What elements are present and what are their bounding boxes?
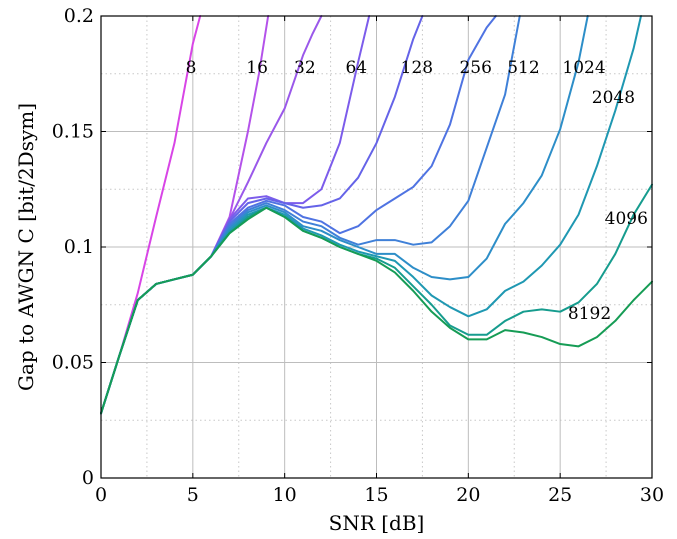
series-label-4096: 4096	[605, 209, 648, 229]
series-line-8192	[100, 206, 653, 415]
y-tick-label: 0.1	[64, 236, 94, 258]
x-axis-label: SNR [dB]	[329, 511, 425, 535]
series-lines	[100, 15, 653, 415]
series-label-64: 64	[345, 58, 367, 78]
x-tick-label: 25	[548, 484, 572, 506]
x-tick-label: 30	[640, 484, 664, 506]
y-axis-label: Gap to AWGN C [bit/2Dsym]	[14, 103, 38, 391]
series-label-512: 512	[507, 58, 539, 78]
y-tick-label: 0.05	[52, 352, 94, 374]
x-tick-label: 0	[95, 484, 107, 506]
y-tick-labels: 0 0.05 0.1 0.15 0.2	[52, 5, 94, 489]
x-tick-label: 15	[364, 484, 388, 506]
y-tick-label: 0.2	[64, 5, 94, 27]
y-tick-label: 0	[82, 467, 94, 489]
axis-ticks	[100, 15, 653, 479]
x-tick-label: 10	[273, 484, 297, 506]
y-tick-label: 0.15	[52, 121, 94, 143]
series-label-32: 32	[294, 58, 316, 78]
x-tick-label: 20	[456, 484, 480, 506]
grid	[101, 16, 652, 478]
x-tick-labels: 0 5 10 15 20 25 30	[95, 484, 664, 506]
series-label-1024: 1024	[562, 58, 605, 78]
series-label-2048: 2048	[592, 88, 635, 108]
series-label-256: 256	[459, 58, 491, 78]
x-tick-label: 5	[187, 484, 199, 506]
series-label-8: 8	[186, 58, 197, 78]
series-label-8192: 8192	[568, 304, 611, 324]
series-labels: 8 16 32 64 128 256 512 1024 2048 4096 8192	[186, 58, 648, 324]
series-label-16: 16	[246, 58, 268, 78]
series-label-128: 128	[401, 58, 433, 78]
